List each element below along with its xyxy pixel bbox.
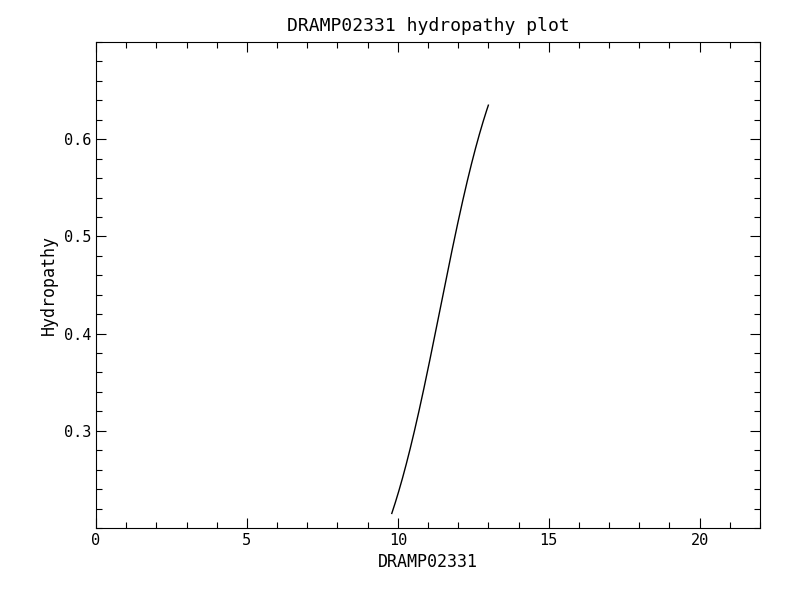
X-axis label: DRAMP02331: DRAMP02331 — [378, 553, 478, 571]
Y-axis label: Hydropathy: Hydropathy — [40, 235, 58, 335]
Title: DRAMP02331 hydropathy plot: DRAMP02331 hydropathy plot — [286, 17, 570, 35]
